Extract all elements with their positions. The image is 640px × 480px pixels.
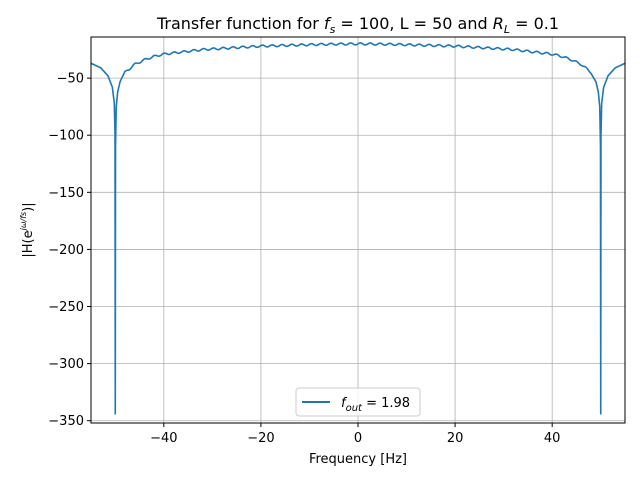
y-tick-label: −250 [48,300,84,315]
x-axis-ticks: −40 −20 0 20 40 [150,423,560,446]
series-line-0 [91,42,625,415]
legend: fout = 1.98 [295,387,421,417]
legend-entry-label: fout = 1.98 [341,396,410,414]
y-tick-label: −150 [48,186,84,201]
grid-lines [91,37,625,423]
y-tick-label: −300 [48,357,84,372]
x-tick-label: 40 [544,431,561,446]
x-tick-label: 20 [447,431,464,446]
y-tick-label: −350 [48,414,84,429]
legend-box [295,387,421,417]
y-tick-label: −200 [48,243,84,258]
x-tick-label: −40 [150,431,177,446]
x-tick-label: 0 [354,431,362,446]
y-axis-ticks: −50 −100 −150 −200 −250 −300 −350 [48,72,91,429]
chart-title: Transfer function for fs = 100, L = 50 a… [156,14,559,36]
x-axis-label: Frequency [Hz] [309,452,407,467]
y-axis-label: |H(ejω/fs)| [19,202,36,257]
y-tick-label: −100 [48,129,84,144]
x-tick-label: −20 [247,431,274,446]
y-tick-label: −50 [57,72,84,87]
